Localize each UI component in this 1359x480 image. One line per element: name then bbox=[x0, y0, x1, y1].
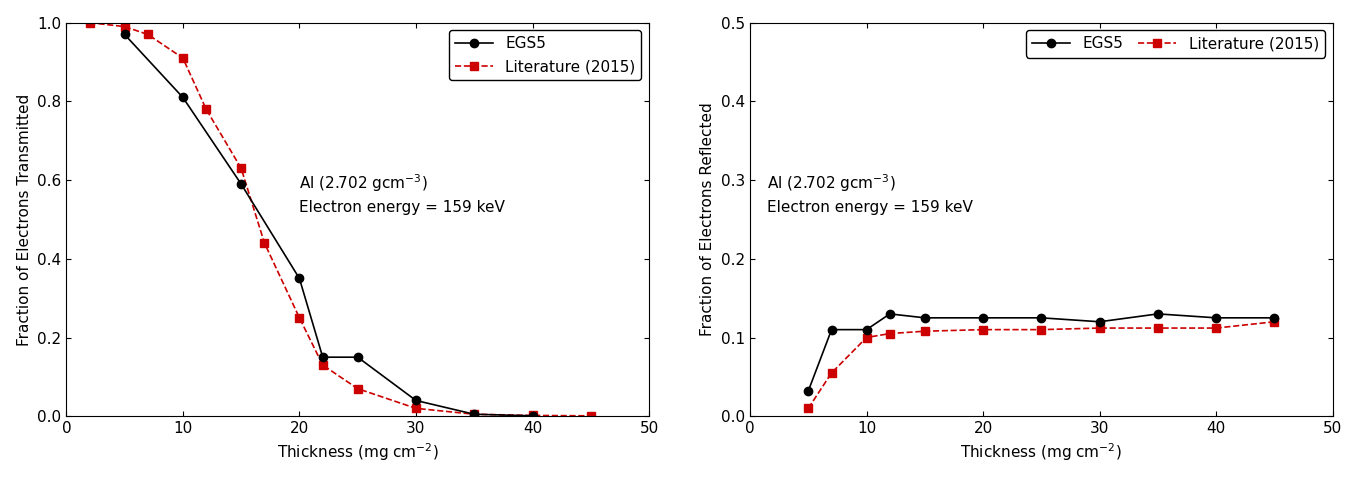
Literature (2015) bbox=[291, 315, 307, 321]
X-axis label: Thickness (mg cm$^{-2}$): Thickness (mg cm$^{-2}$) bbox=[277, 442, 439, 463]
Y-axis label: Fraction of Electrons Reflected: Fraction of Electrons Reflected bbox=[700, 103, 715, 336]
EGS5 bbox=[408, 397, 424, 403]
Literature (2015) bbox=[198, 107, 215, 112]
Literature (2015) bbox=[917, 328, 934, 334]
Literature (2015) bbox=[349, 386, 366, 392]
Literature (2015) bbox=[1267, 319, 1283, 324]
EGS5 bbox=[882, 311, 898, 317]
Literature (2015) bbox=[583, 413, 599, 419]
Literature (2015) bbox=[1150, 325, 1166, 331]
EGS5 bbox=[1033, 315, 1049, 321]
Literature (2015) bbox=[175, 55, 192, 61]
EGS5 bbox=[314, 354, 330, 360]
Legend: EGS5, Literature (2015): EGS5, Literature (2015) bbox=[448, 30, 641, 80]
EGS5 bbox=[1091, 319, 1108, 324]
Text: Al (2.702 gcm$^{-3}$)
Electron energy = 159 keV: Al (2.702 gcm$^{-3}$) Electron energy = … bbox=[299, 172, 506, 215]
Literature (2015) bbox=[824, 370, 840, 376]
EGS5 bbox=[1267, 315, 1283, 321]
Y-axis label: Fraction of Electrons Transmitted: Fraction of Electrons Transmitted bbox=[16, 93, 31, 346]
EGS5 bbox=[859, 327, 875, 333]
EGS5 bbox=[291, 276, 307, 281]
EGS5 bbox=[117, 32, 133, 37]
Text: Al (2.702 gcm$^{-3}$)
Electron energy = 159 keV: Al (2.702 gcm$^{-3}$) Electron energy = … bbox=[768, 172, 973, 215]
Legend: EGS5, Literature (2015): EGS5, Literature (2015) bbox=[1026, 30, 1325, 58]
EGS5 bbox=[349, 354, 366, 360]
Literature (2015) bbox=[408, 406, 424, 411]
Literature (2015) bbox=[882, 331, 898, 336]
Literature (2015) bbox=[232, 166, 249, 171]
Literature (2015) bbox=[257, 240, 273, 246]
EGS5 bbox=[974, 315, 991, 321]
Line: EGS5: EGS5 bbox=[805, 310, 1279, 395]
Line: Literature (2015): Literature (2015) bbox=[805, 318, 1279, 412]
EGS5 bbox=[466, 411, 482, 417]
EGS5 bbox=[800, 388, 817, 394]
Literature (2015) bbox=[974, 327, 991, 333]
Literature (2015) bbox=[1208, 325, 1224, 331]
Literature (2015) bbox=[800, 406, 817, 411]
Line: Literature (2015): Literature (2015) bbox=[86, 19, 595, 420]
Literature (2015) bbox=[859, 335, 875, 340]
X-axis label: Thickness (mg cm$^{-2}$): Thickness (mg cm$^{-2}$) bbox=[961, 442, 1123, 463]
EGS5 bbox=[824, 327, 840, 333]
EGS5 bbox=[232, 181, 249, 187]
Literature (2015) bbox=[314, 362, 330, 368]
EGS5 bbox=[525, 413, 541, 419]
Literature (2015) bbox=[82, 20, 98, 25]
EGS5 bbox=[917, 315, 934, 321]
EGS5 bbox=[175, 95, 192, 100]
EGS5 bbox=[1208, 315, 1224, 321]
EGS5 bbox=[1150, 311, 1166, 317]
Literature (2015) bbox=[525, 412, 541, 418]
Line: EGS5: EGS5 bbox=[121, 30, 537, 420]
Literature (2015) bbox=[1091, 325, 1108, 331]
Literature (2015) bbox=[140, 32, 156, 37]
Literature (2015) bbox=[1033, 327, 1049, 333]
Literature (2015) bbox=[117, 24, 133, 29]
Literature (2015) bbox=[466, 411, 482, 417]
